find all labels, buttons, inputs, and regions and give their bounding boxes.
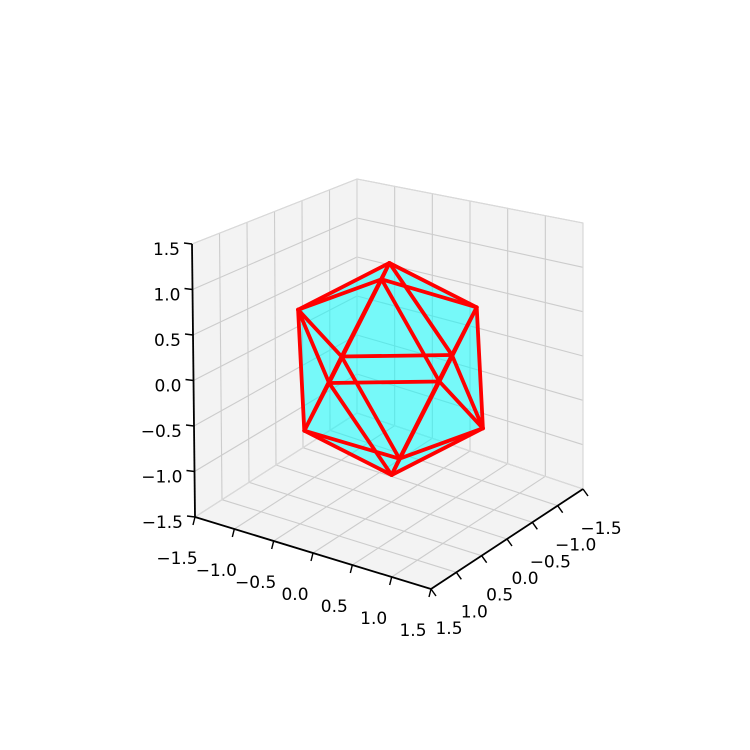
tick-label: 0.5 [321, 597, 348, 617]
tick-label: −0.5 [141, 422, 182, 442]
tick-label: 0.0 [154, 377, 181, 397]
tick-label: 0.0 [281, 585, 308, 605]
icosahedron-edges [296, 261, 485, 477]
tick-label: −0.5 [530, 552, 571, 572]
tick-label: 1.0 [461, 602, 488, 622]
tick-label: 0.0 [511, 569, 538, 589]
tick-label: −1.0 [141, 468, 182, 488]
tick-label: −1.0 [555, 536, 596, 556]
tick-labels: −1.5−1.0−0.50.00.51.01.5 1.51.00.50.0−0.5… [141, 240, 622, 641]
tick-label: 0.5 [154, 331, 181, 351]
tick-label: 0.5 [486, 586, 513, 606]
tick-label: 1.0 [360, 609, 387, 629]
tick-label: 1.0 [153, 286, 180, 306]
tick-label: −1.5 [156, 549, 197, 569]
tick-label: −0.5 [235, 573, 276, 593]
tick-label: 1.5 [399, 621, 426, 641]
tick-marks [183, 242, 589, 598]
tick-label: −1.5 [142, 513, 183, 533]
tick-label: 1.5 [435, 619, 462, 639]
tick-label: 1.5 [153, 240, 180, 260]
tick-label: −1.5 [580, 519, 621, 539]
tick-label: −1.0 [196, 561, 237, 581]
